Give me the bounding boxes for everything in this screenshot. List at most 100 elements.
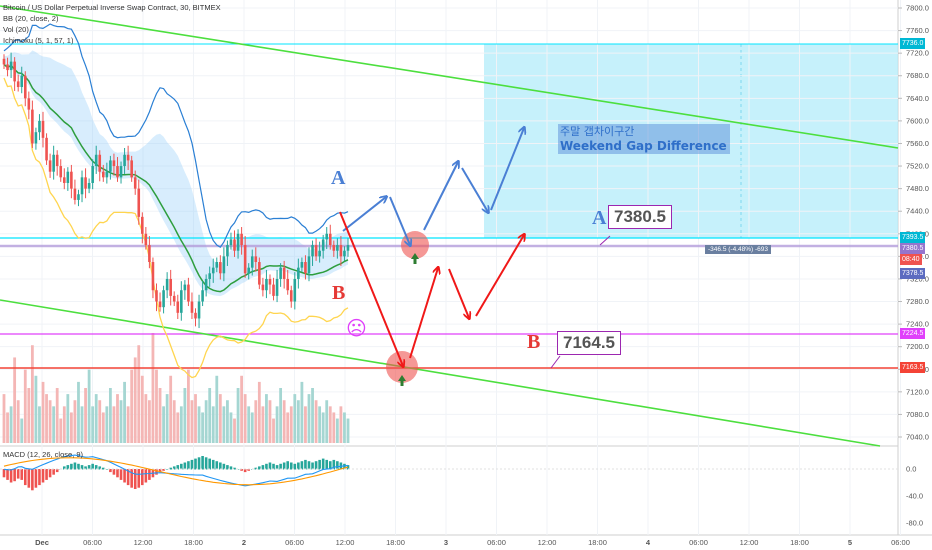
volume-bar: [34, 375, 38, 443]
chart-title[interactable]: Bitcoin / US Dollar Perpetual Inverse Sw…: [3, 3, 221, 12]
macd-bar: [187, 461, 190, 470]
macd-bar: [27, 469, 31, 488]
macd-bar: [325, 459, 329, 470]
candle-body: [187, 284, 190, 302]
macd-pane[interactable]: [0, 447, 898, 535]
time-tick-label: 4: [646, 538, 651, 547]
candle-body: [94, 154, 98, 167]
volume-bar: [27, 388, 31, 443]
macd-bar: [165, 469, 169, 470]
macd-bar: [94, 465, 98, 470]
volume-bar: [275, 406, 279, 443]
macd-bar: [62, 466, 66, 470]
volume-bar: [279, 388, 283, 443]
candle-body: [45, 137, 48, 161]
macd-axis[interactable]: 0.0 -40.0 -80.0: [906, 465, 923, 528]
candle-body: [201, 290, 204, 302]
candle-body: [240, 233, 243, 246]
volume-bar: [346, 418, 350, 443]
macd-bar: [148, 469, 151, 480]
callout-a-box[interactable]: 7380.5: [608, 205, 672, 229]
measure-label[interactable]: -346.5 (-4.48%) -693: [705, 245, 771, 254]
volume-bar: [148, 400, 151, 443]
projection-path-b[interactable]: [339, 211, 524, 366]
volume-bar: [165, 394, 169, 443]
price-tag-red: 7163.5: [900, 362, 926, 373]
candle-body: [293, 278, 297, 302]
weekend-gap-label[interactable]: 주말 갭차이구간 Weekend Gap Difference: [558, 124, 730, 154]
time-tick-label: 12:00: [740, 538, 759, 547]
vol-legend[interactable]: Vol (20): [3, 25, 29, 34]
macd-bar: [219, 462, 222, 470]
candle-body: [194, 312, 197, 319]
volume-bar: [112, 406, 116, 443]
label-b[interactable]: B: [527, 331, 541, 353]
volume-bar: [151, 333, 155, 443]
channel-lower-line[interactable]: [0, 299, 881, 447]
price-tick-label: 7760.0: [906, 26, 929, 35]
volume-bar: [335, 418, 339, 443]
time-tick-label: 18:00: [386, 538, 405, 547]
time-tick-label: 18:00: [184, 538, 203, 547]
volume-bar: [183, 388, 187, 443]
callout-b-box[interactable]: 7164.5: [557, 331, 621, 355]
candle-body: [346, 245, 350, 251]
volume-bar: [208, 388, 212, 443]
label-b-upper[interactable]: B: [332, 282, 346, 304]
macd-bar: [116, 469, 119, 478]
candle-body: [314, 245, 318, 257]
candle-body: [254, 256, 258, 263]
volume-bar: [108, 388, 112, 443]
candle-body: [169, 278, 172, 296]
macd-bar: [66, 465, 70, 470]
candle-body: [261, 284, 265, 291]
price-axis[interactable]: 7800.0 7760.0 7720.0 7680.0 7640.0 7600.0 7560…: [898, 4, 929, 442]
volume-bar: [332, 412, 336, 443]
time-axis[interactable]: Dec 06:00 12:00 18:00 2 06:00 12:00 18:00 3 06:00…: [35, 538, 910, 547]
macd-bar: [261, 465, 265, 470]
candle-body: [87, 182, 91, 189]
macd-bar: [318, 459, 321, 470]
macd-legend[interactable]: MACD (12, 26, close, 9): [3, 450, 84, 459]
macd-bar: [293, 463, 297, 470]
macd-bar: [6, 469, 9, 480]
candle-body: [80, 177, 84, 195]
volume-bar: [226, 400, 229, 443]
volume-bar: [87, 369, 91, 443]
price-tick-label: 7240.0: [906, 320, 929, 329]
macd-bar: [258, 466, 261, 470]
candle-body: [165, 278, 169, 291]
volume-bar: [2, 394, 6, 443]
macd-bar: [101, 467, 105, 470]
sad-face-icon[interactable]: ☹: [346, 316, 367, 340]
macd-bar: [41, 469, 45, 483]
macd-bar: [38, 469, 41, 486]
bollinger-upper-line: [3, 23, 349, 249]
volume-bar: [286, 412, 290, 443]
bb-legend[interactable]: BB (20, close, 2): [3, 14, 59, 23]
projection-path-a[interactable]: [342, 128, 524, 245]
volume-bar: [6, 412, 9, 443]
volume-bar: [190, 400, 194, 443]
volume-bar: [194, 394, 197, 443]
volume-bar: [20, 418, 24, 443]
macd-bar: [336, 461, 339, 470]
volume-bar: [48, 400, 52, 443]
label-a-upper[interactable]: A: [331, 167, 346, 189]
macd-bar: [183, 462, 187, 470]
label-a[interactable]: A: [592, 207, 607, 229]
macd-bar: [300, 461, 304, 470]
price-tick-label: 7600.0: [906, 116, 929, 125]
candle-body: [336, 245, 339, 251]
callout-b-leader: [550, 355, 561, 369]
candle-body: [130, 160, 133, 178]
price-tag-magenta: 7224.5: [900, 328, 926, 339]
ichimoku-legend[interactable]: Ichimoku (5, 1, 57, 1): [3, 36, 74, 45]
volume-bar: [314, 400, 318, 443]
channel-upper-line[interactable]: [0, 5, 899, 149]
candle-body: [250, 256, 254, 268]
volume-bar: [130, 369, 134, 443]
macd-bar: [233, 467, 236, 470]
macd-bar: [204, 457, 208, 470]
